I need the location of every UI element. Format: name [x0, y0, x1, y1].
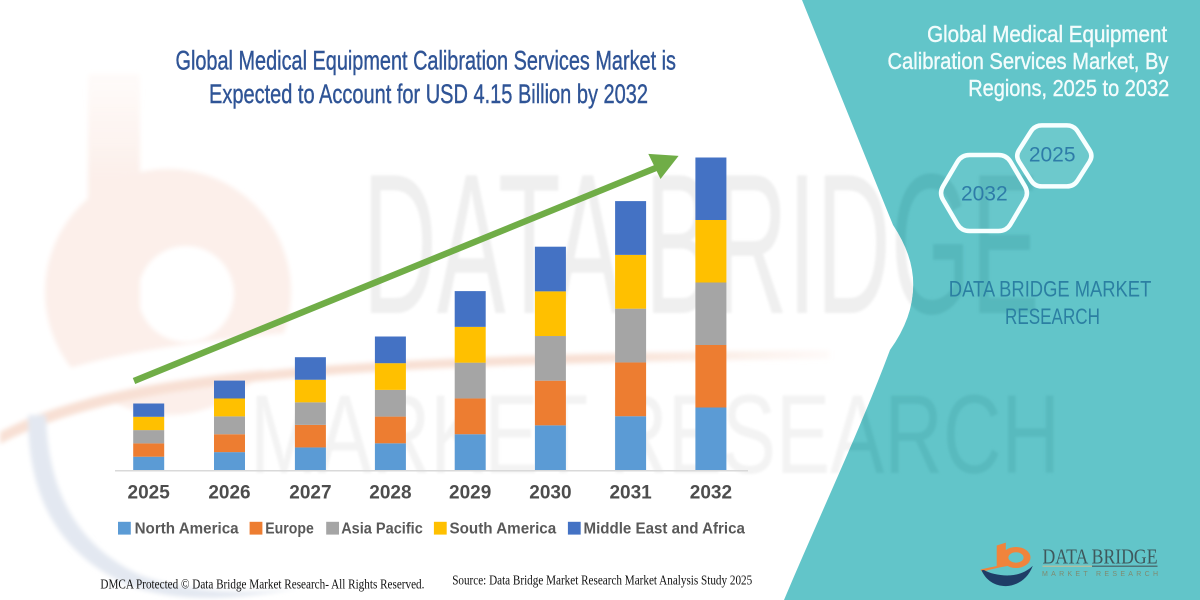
svg-text:DATA BRIDGE MARKET: DATA BRIDGE MARKET [949, 276, 1152, 301]
svg-text:2026: 2026 [208, 483, 250, 504]
svg-text:Asia Pacific: Asia Pacific [341, 521, 423, 538]
svg-text:Global Medical Equipment: Global Medical Equipment [927, 21, 1168, 47]
svg-text:Regions, 2025 to 2032: Regions, 2025 to 2032 [968, 75, 1169, 101]
svg-text:2025: 2025 [128, 483, 171, 504]
svg-text:MARKET RESEARCH: MARKET RESEARCH [1042, 571, 1158, 578]
svg-text:Global Medical Equipment Calib: Global Medical Equipment Calibration Ser… [176, 46, 677, 76]
svg-text:2025: 2025 [1029, 144, 1076, 167]
svg-text:Middle East and Africa: Middle East and Africa [584, 521, 746, 538]
svg-text:2028: 2028 [369, 483, 411, 504]
svg-text:DATA BRIDGE: DATA BRIDGE [1043, 544, 1158, 568]
svg-text:Calibration Services Market, B: Calibration Services Market, By [888, 48, 1169, 74]
svg-text:2029: 2029 [449, 483, 491, 504]
svg-text:2030: 2030 [529, 483, 571, 504]
svg-text:2032: 2032 [961, 183, 1008, 206]
svg-text:2031: 2031 [609, 483, 652, 504]
svg-text:Expected to Account for USD 4.: Expected to Account for USD 4.15 Billion… [209, 79, 648, 109]
svg-text:2032: 2032 [690, 483, 732, 504]
svg-text:Europe: Europe [265, 521, 314, 538]
svg-text:Source: Data Bridge Market Res: Source: Data Bridge Market Research Mark… [452, 573, 752, 588]
svg-text:RESEARCH: RESEARCH [1005, 304, 1100, 329]
svg-text:2027: 2027 [289, 483, 331, 504]
svg-text:DMCA Protected © Data Bridge M: DMCA Protected © Data Bridge Market Rese… [100, 577, 424, 592]
svg-text:North America: North America [135, 521, 239, 538]
svg-text:South America: South America [450, 521, 557, 538]
